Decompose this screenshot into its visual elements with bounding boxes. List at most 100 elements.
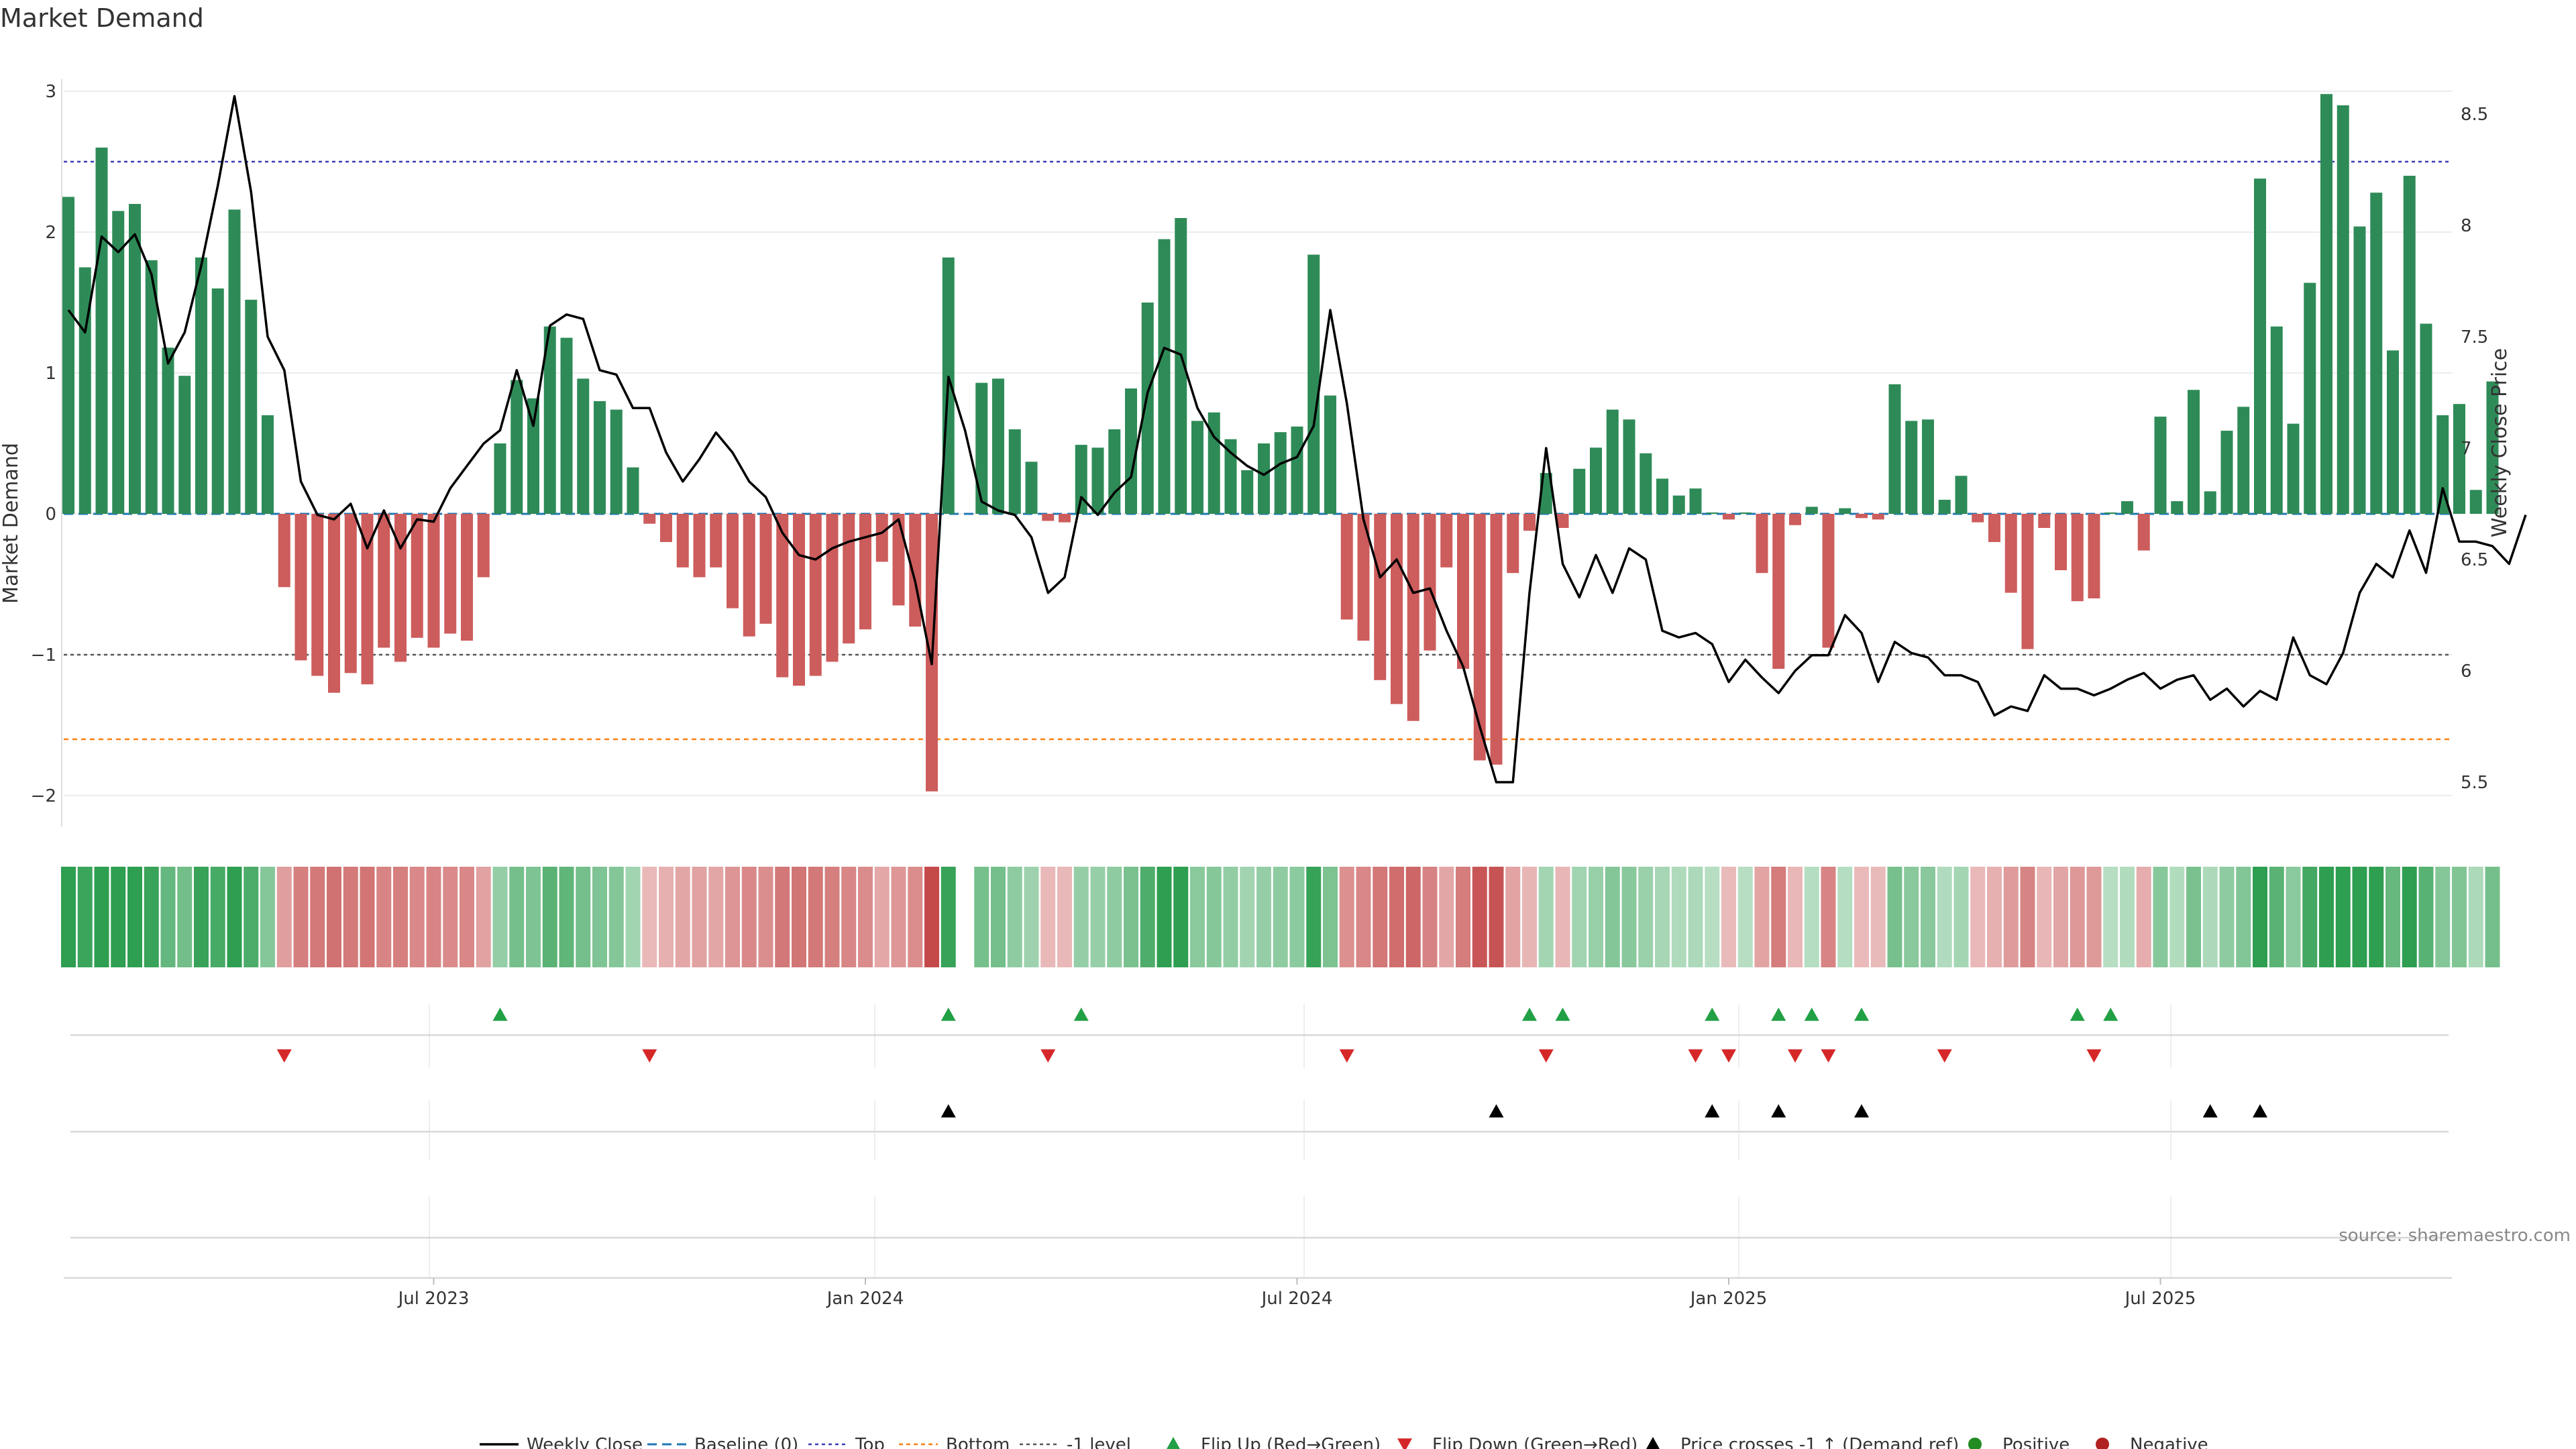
heat-cell [310, 867, 325, 967]
demand-bar [2486, 381, 2499, 514]
demand-bar [228, 209, 241, 514]
demand-bar [1108, 429, 1121, 514]
demand-bar [2353, 226, 2366, 514]
heat-cell [2219, 867, 2235, 967]
heat-cell [227, 867, 242, 967]
heat-cell [376, 867, 392, 967]
heat-cell [1887, 867, 1902, 967]
flip-up-marker [1804, 1008, 1819, 1021]
heat-cell [393, 867, 408, 967]
heat-cell [426, 867, 441, 967]
legend-swatch-flip-down [1397, 1438, 1412, 1449]
flip-up-marker [1522, 1008, 1537, 1021]
flip-up-marker [1555, 1008, 1570, 1021]
heat-cell [177, 867, 193, 967]
demand-bar [311, 514, 324, 676]
y-tick-label: 1 [45, 364, 56, 384]
demand-bar [2154, 417, 2167, 514]
y2-tick-label: 6.5 [2461, 550, 2488, 570]
heat-cell [1405, 867, 1421, 967]
flip-down-marker [1788, 1049, 1803, 1063]
weekly-close-line [67, 95, 2527, 784]
demand-bar [1391, 514, 1403, 704]
heat-cell [1057, 867, 1072, 967]
demand-bar [1141, 303, 1154, 514]
demand-bar [461, 514, 473, 641]
heat-cell [1007, 867, 1022, 967]
heat-cell [608, 867, 624, 967]
heat-cell [1904, 867, 1919, 967]
demand-bar [2320, 94, 2332, 514]
heat-cell [2236, 867, 2251, 967]
heat-cell [692, 867, 707, 967]
heat-cell [741, 867, 757, 967]
demand-bar [1839, 508, 1851, 514]
demand-bar [378, 514, 390, 648]
heat-cell [1107, 867, 1122, 967]
demand-bar [610, 409, 623, 514]
heat-cell [1754, 867, 1770, 967]
demand-bar [1324, 395, 1336, 514]
y2-tick-label: 5.5 [2461, 773, 2488, 793]
demand-bar [1756, 514, 1768, 574]
demand-bar [2171, 501, 2184, 514]
legend-label: Flip Up (Red→Green) [1201, 1435, 1381, 1449]
demand-bar [95, 148, 108, 514]
heat-cell [808, 867, 823, 967]
heat-cell [443, 867, 458, 967]
heat-cell [1306, 867, 1322, 967]
demand-bar [643, 514, 656, 524]
demand-bar [1640, 453, 1652, 514]
heat-cell [1223, 867, 1238, 967]
legend-label: Positive [2002, 1435, 2070, 1449]
demand-bar [62, 197, 74, 514]
heat-cell [1821, 867, 1836, 967]
heat-cell [659, 867, 674, 967]
flip-up-marker [1705, 1008, 1720, 1021]
demand-bar [710, 514, 722, 568]
demand-bar [2420, 323, 2432, 514]
demand-bar [2254, 178, 2266, 514]
demand-bar [1606, 409, 1619, 514]
flip-down-marker [1040, 1049, 1056, 1063]
demand-bar [1805, 506, 1818, 514]
heat-cell [1937, 867, 1952, 967]
demand-bar [1822, 514, 1835, 648]
heat-cell [891, 867, 906, 967]
price-cross-marker [1489, 1104, 1504, 1118]
demand-bar [859, 514, 871, 630]
x-tick-label: Jul 2025 [2124, 1289, 2196, 1309]
demand-bar [2453, 404, 2465, 514]
y-tick-label: −2 [31, 786, 56, 806]
flip-down-marker [2086, 1049, 2102, 1063]
demand-bar [394, 514, 407, 662]
demand-bar [1573, 468, 1586, 514]
heat-cell [1140, 867, 1155, 967]
legend-label: Top [855, 1435, 885, 1449]
heat-cell [625, 867, 641, 967]
demand-bar [2337, 105, 2349, 514]
heat-cell [2020, 867, 2035, 967]
demand-bar [1473, 514, 1486, 761]
demand-bar [1274, 432, 1287, 514]
demand-bar [2287, 423, 2300, 514]
y-tick-label: 0 [45, 504, 56, 525]
heat-cell [1837, 867, 1853, 967]
demand-bar [2055, 514, 2067, 570]
demand-bar [294, 514, 307, 661]
legend-label: Negative [2130, 1435, 2208, 1449]
demand-bar [328, 514, 340, 693]
demand-bars [62, 94, 2499, 792]
price-cross-marker [2202, 1104, 2218, 1118]
heat-cell [1190, 867, 1205, 967]
demand-heat-strip [61, 867, 2500, 967]
heat-cell [1921, 867, 1935, 967]
demand-bar [1357, 514, 1370, 641]
demand-bar [1523, 514, 1536, 531]
demand-bar [2188, 390, 2200, 514]
heat-cell [2120, 867, 2135, 967]
price-cross-marker [1771, 1104, 1786, 1118]
demand-bar [676, 514, 689, 568]
demand-bar [444, 514, 457, 634]
demand-bar [1008, 429, 1021, 514]
